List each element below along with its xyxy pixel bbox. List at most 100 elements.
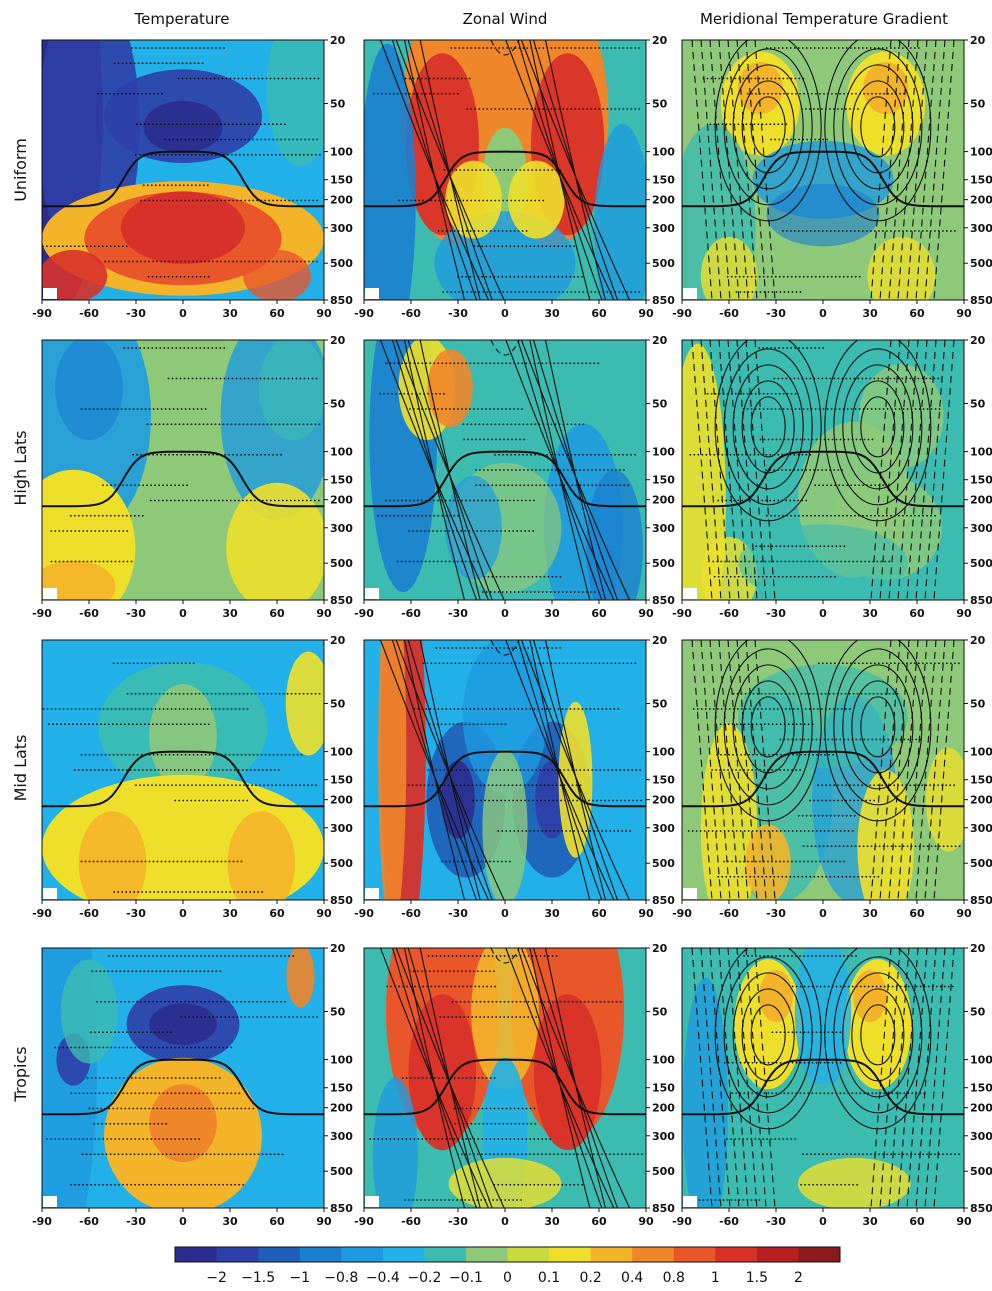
stipple-dot (743, 291, 746, 293)
stipple-dot (848, 692, 851, 695)
stipple-dot (545, 275, 548, 278)
stipple-dot (466, 985, 469, 988)
stipple-dot (506, 1122, 509, 1125)
stipple-dot (268, 199, 271, 202)
y-tick-label: 500 (330, 557, 353, 570)
stipple-dot (801, 814, 804, 817)
stipple-dot (578, 662, 581, 665)
stipple-dot (522, 423, 525, 426)
stipple-dot (131, 723, 134, 726)
stipple-dot (544, 799, 546, 802)
stipple-dot (871, 1092, 874, 1095)
stipple-dot (779, 545, 782, 548)
stipple-dot (54, 708, 57, 710)
stipple-dot (553, 830, 556, 832)
stipple-dot (543, 484, 546, 487)
gradient-contour (860, 396, 896, 458)
stipple-dot (557, 1183, 560, 1186)
stipple-dot (886, 514, 888, 517)
stipple-dot (487, 647, 490, 649)
stipple-dot (815, 438, 818, 441)
stipple-dot (771, 955, 773, 957)
stipple-dot (783, 1092, 786, 1095)
stipple-dot (172, 753, 175, 756)
stipple-dot (397, 1138, 400, 1140)
stipple-dot (515, 647, 518, 649)
stipple-dot (501, 275, 504, 278)
stipple-dot (502, 423, 505, 426)
stipple-dot (132, 753, 135, 756)
gradient-contour (860, 96, 896, 158)
stipple-dot (224, 260, 226, 263)
stipple-dot (491, 647, 494, 649)
stipple-dot (196, 753, 199, 756)
stipple-dot (561, 1183, 564, 1186)
y-tick-label: 20 (652, 634, 668, 647)
stipple-dot (193, 891, 196, 893)
stipple-dot (134, 1046, 137, 1049)
stipple-dot (756, 692, 759, 695)
stipple-dot (264, 955, 266, 957)
stipple-dot (520, 1199, 523, 1201)
stipple-dot (805, 875, 808, 878)
stipple-dot (112, 662, 115, 665)
stipple-dot (469, 1077, 472, 1079)
stipple-dot (176, 662, 179, 665)
stipple-dot (86, 1183, 89, 1186)
stipple-dot (545, 1138, 548, 1140)
stipple-dot (262, 153, 265, 156)
stipple-dot (181, 77, 184, 80)
stipple-dot (797, 875, 800, 878)
stipple-dot (483, 1000, 486, 1003)
stipple-dot (626, 291, 629, 293)
tropopause-line (364, 1058, 646, 1116)
stipple-dot (491, 769, 494, 771)
stipple-dot (128, 408, 131, 410)
stipple-dot (91, 970, 94, 973)
stipple-dot (762, 408, 765, 410)
stipple-dot (402, 199, 405, 202)
stipple-dot (901, 784, 904, 787)
gradient-contour (714, 640, 822, 822)
corner-mask (365, 588, 379, 599)
stipple-dot (278, 153, 281, 156)
stipple-dot (557, 275, 560, 278)
stipple-dot (750, 392, 753, 395)
stipple-dot (560, 1153, 563, 1156)
stipple-dot (829, 377, 832, 380)
stipple-dot (122, 560, 125, 563)
stipple-dot (440, 560, 443, 563)
stipple-dot (424, 560, 427, 563)
x-tick-label: 30 (862, 307, 878, 320)
stipple-dot (541, 591, 544, 593)
gradient-contour (723, 48, 813, 206)
stipple-dot (762, 1138, 765, 1140)
stipple-dot (150, 1092, 153, 1095)
stipple-dot (453, 514, 456, 517)
stipple-dot (459, 955, 462, 957)
stipple-dot (618, 453, 621, 456)
stipple-dot (515, 169, 518, 171)
stipple-dot (232, 860, 235, 863)
x-tick-label: 0 (819, 307, 827, 320)
stipple-dot (896, 692, 899, 695)
stipple-dot (302, 153, 305, 156)
stipple-dot (830, 408, 833, 410)
stipple-dot (759, 438, 762, 441)
x-tick-label: -90 (354, 907, 374, 920)
stipple-dot (770, 77, 773, 80)
stipple-dot (437, 1077, 440, 1079)
stipple-dot (114, 530, 117, 532)
stipple-dot (181, 769, 184, 771)
stipple-dot (516, 499, 519, 502)
stipple-dot (478, 291, 481, 293)
stipple-dot (857, 799, 859, 802)
y-tick-label: 50 (970, 98, 986, 111)
stipple-dot (112, 1000, 114, 1003)
stipple-dot (881, 377, 884, 380)
stipple-dot (767, 723, 770, 726)
stipple-dot (845, 47, 848, 49)
stipple-dot (856, 560, 859, 563)
stipple-dot (135, 347, 138, 349)
stipple-dot (594, 291, 597, 293)
